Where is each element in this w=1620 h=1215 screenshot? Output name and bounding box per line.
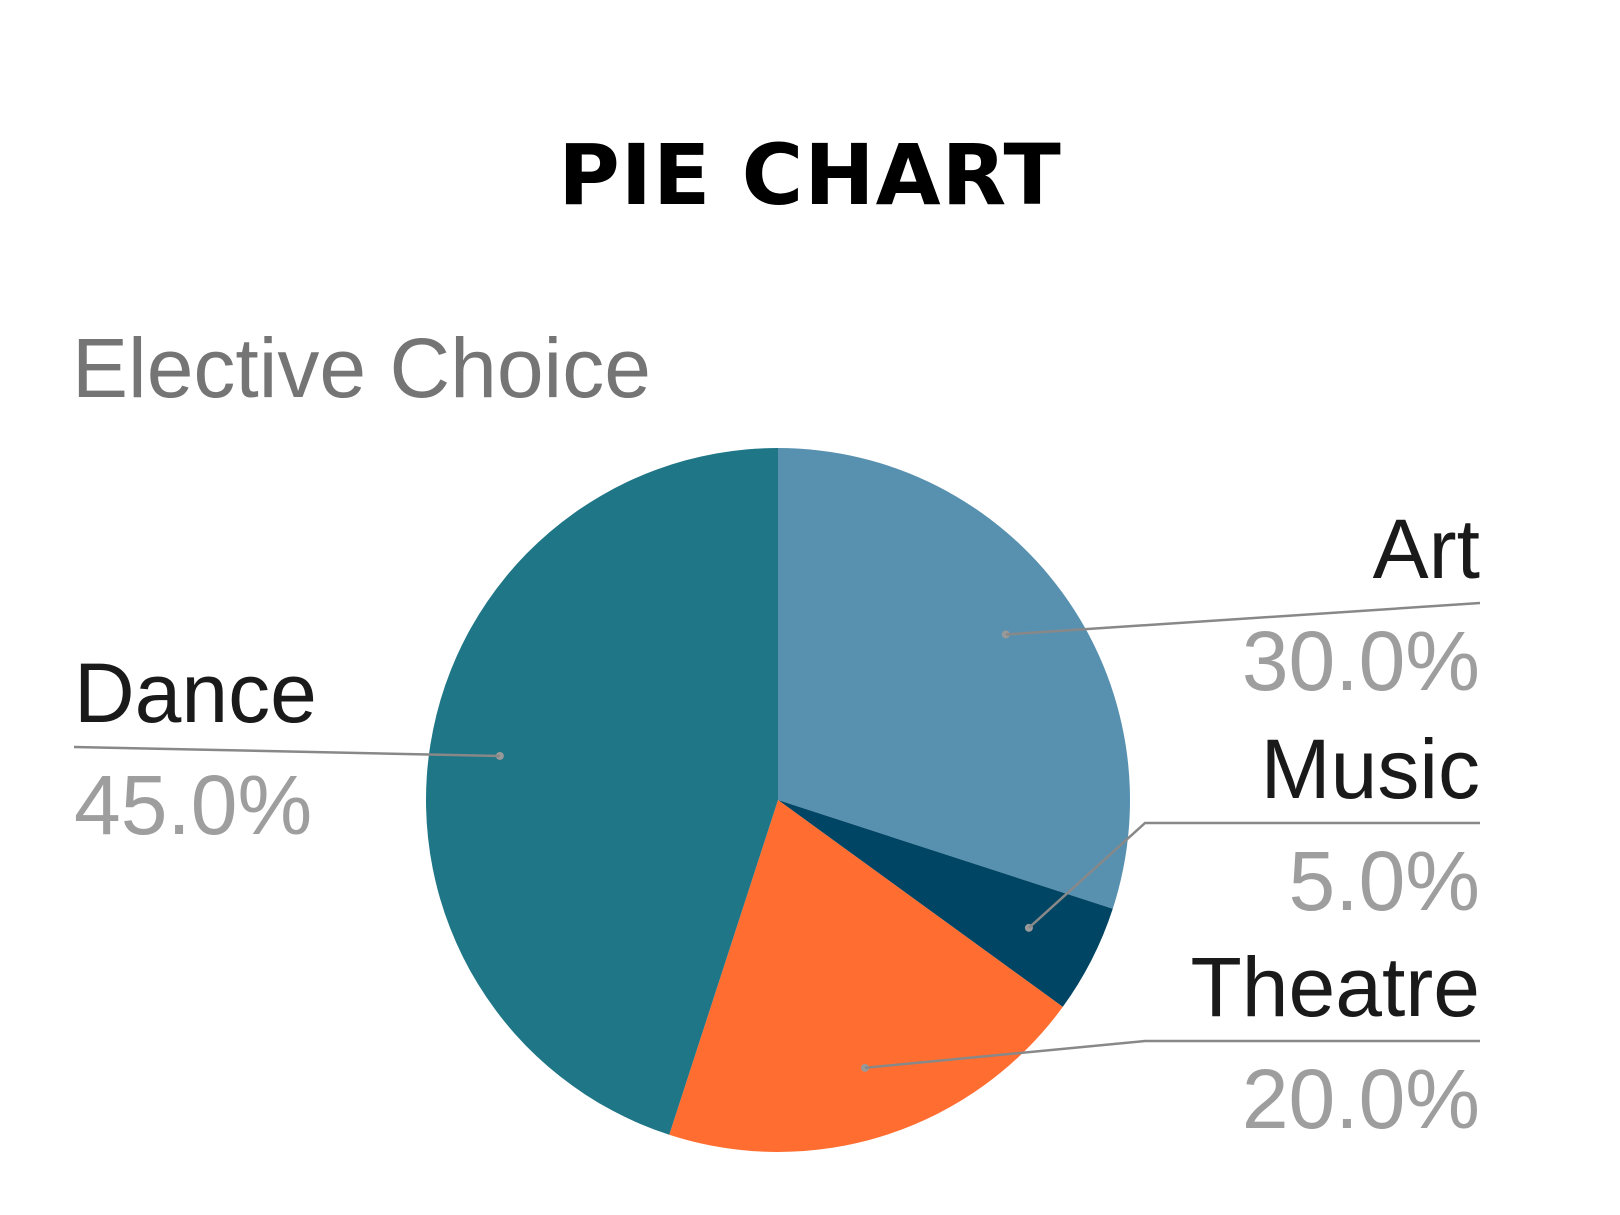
slice-percent-dance: 45.0% (74, 758, 312, 852)
leader-line-dance (73, 745, 500, 758)
pie-slice-art (778, 448, 1130, 909)
pie-slice-theatre (669, 800, 1063, 1152)
slice-percent-theatre: 20.0% (1242, 1052, 1480, 1146)
slice-percent-art: 30.0% (1242, 614, 1480, 708)
leader-lines (73, 601, 1481, 1072)
slice-label-music: Music (1261, 722, 1480, 816)
leader-line-music (1028, 821, 1480, 929)
leader-line-art (1005, 601, 1481, 636)
slice-label-dance: Dance (74, 646, 317, 740)
pie-slices (426, 448, 1130, 1152)
pie-slice-dance (426, 448, 778, 1135)
slice-label-theatre: Theatre (1191, 940, 1481, 1034)
pie-slice-music (778, 800, 1113, 1007)
slice-labels: Art 30.0% Music 5.0% Theatre 20.0% Dance 45.0% (74, 502, 1480, 1146)
slice-percent-music: 5.0% (1289, 834, 1480, 928)
slice-label-art: Art (1373, 502, 1480, 596)
page-title: PIE CHART (558, 126, 1062, 224)
chart-title: Elective Choice (72, 321, 651, 415)
leader-line-theatre (864, 1039, 1480, 1070)
